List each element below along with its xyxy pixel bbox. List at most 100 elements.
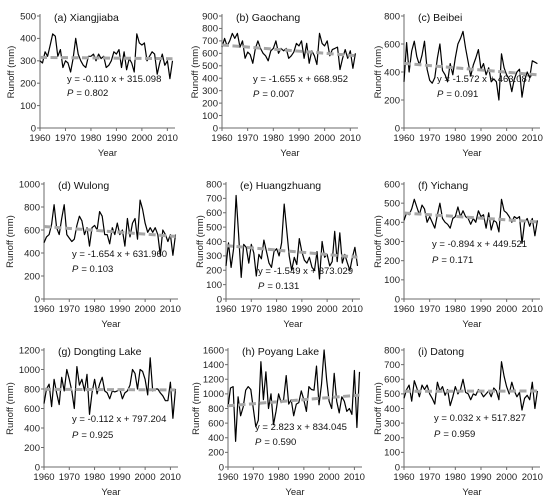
chart-panel-a: 0 100 200 300 400 500 1960 1970 1980 1990 2000 2010… [6, 11, 178, 159]
y-tick-label: 100 [202, 111, 218, 122]
runoff-line [403, 361, 538, 411]
x-tick-label: 1970 [419, 133, 440, 144]
y-tick-label: 0 [219, 462, 224, 473]
y-tick-label: 1000 [19, 365, 40, 376]
y-axis-title: Runoff (mm) [195, 215, 206, 268]
x-tick-label: 1970 [59, 472, 80, 483]
x-tick-label: 2010 [340, 133, 361, 144]
panel-title: (d) Wulong [58, 180, 109, 192]
panel-title: (a) Xiangjiaba [54, 12, 119, 24]
x-axis-title: Year [101, 487, 120, 498]
x-tick-label: 1960 [393, 304, 414, 315]
trend-line [221, 43, 356, 58]
x-tick-label: 1960 [33, 472, 54, 483]
x-tick-label: 1990 [291, 304, 312, 315]
y-tick-label: 600 [384, 39, 400, 50]
panel-title: (f) Yichang [418, 180, 468, 192]
x-tick-label: 1990 [109, 472, 130, 483]
trend-equation: y = -0.112 x + 797.204 [72, 414, 166, 425]
x-tick-label: 1980 [266, 304, 287, 315]
x-tick-label: 1980 [84, 472, 105, 483]
chart-panel-h: 0 200 400 600 800 1000 1200 1400 1600 1960 1970 198… [191, 345, 365, 498]
panel-title: (i) Datong [418, 346, 464, 358]
p-symbol: P [437, 89, 444, 100]
runoff-line [43, 199, 177, 256]
x-tick-label: 1980 [80, 133, 101, 144]
y-tick-label: 800 [24, 202, 40, 213]
p-value: P = 0.590 [255, 437, 296, 448]
y-tick-label: 100 [206, 280, 222, 291]
y-tick-label: 700 [206, 194, 222, 205]
y-tick-label: 100 [384, 275, 400, 286]
x-tick-label: 1990 [288, 133, 309, 144]
trend-equation: y = -0.894 x + 449.521 [432, 239, 527, 250]
x-tick-label: 2000 [496, 472, 517, 483]
x-tick-label: 2010 [160, 472, 181, 483]
y-tick-label: 800 [202, 24, 218, 35]
y-tick-label: 200 [384, 256, 400, 267]
runoff-line [43, 357, 177, 419]
y-tick-label: 100 [20, 101, 36, 112]
p-value-number: = 0.171 [441, 255, 473, 266]
y-axis-title: Runoff (mm) [190, 46, 201, 99]
trend-equation: y = -1.655 x + 668.952 [253, 74, 348, 85]
trend-equation: y = -0.110 x + 315.098 [67, 74, 161, 85]
y-tick-label: 600 [384, 375, 400, 386]
x-tick-label: 1970 [59, 304, 80, 315]
trend-equation: y = -1.654 x + 631.960 [72, 249, 167, 260]
p-symbol: P [72, 264, 79, 275]
runoff-line [221, 32, 356, 71]
x-axis-title: Year [462, 319, 481, 330]
x-tick-label: 1960 [211, 133, 232, 144]
y-axis-title: Runoff (mm) [373, 46, 384, 99]
trend-equation: y = 0.032 x + 517.827 [434, 413, 526, 424]
y-tick-label: 0 [395, 123, 400, 134]
y-tick-label: 400 [206, 237, 222, 248]
x-tick-label: 1990 [293, 472, 314, 483]
y-tick-label: 200 [206, 266, 222, 277]
x-axis-title: Year [280, 148, 299, 159]
trend-line [403, 61, 538, 77]
y-tick-label: 400 [384, 67, 400, 78]
y-tick-label: 0 [31, 123, 36, 134]
p-value-number: = 0.091 [446, 89, 478, 100]
x-tick-label: 1970 [243, 472, 264, 483]
y-tick-label: 600 [202, 49, 218, 60]
y-tick-label: 600 [24, 225, 40, 236]
p-value: P = 0.131 [258, 281, 299, 292]
x-axis-title: Year [98, 148, 117, 159]
y-tick-label: 500 [384, 199, 400, 210]
x-tick-label: 2000 [314, 133, 335, 144]
y-tick-label: 600 [208, 418, 224, 429]
x-axis-title: Year [462, 487, 481, 498]
y-tick-label: 500 [202, 61, 218, 72]
runoff-line [225, 194, 359, 280]
y-axis-title: Runoff (mm) [5, 382, 16, 435]
y-tick-label: 200 [384, 433, 400, 444]
x-tick-label: 1970 [419, 472, 440, 483]
panel-title: (b) Gaochang [236, 12, 300, 24]
x-tick-label: 1990 [470, 133, 491, 144]
p-value: P = 0.925 [72, 430, 113, 441]
y-axis-title: Runoff (mm) [5, 215, 16, 268]
p-symbol: P [255, 437, 262, 448]
y-tick-label: 800 [384, 11, 400, 22]
y-tick-label: 800 [208, 404, 224, 415]
runoff-line [39, 33, 174, 80]
x-tick-label: 2000 [496, 133, 517, 144]
p-symbol: P [432, 255, 439, 266]
y-tick-label: 1400 [203, 360, 224, 371]
trend-line [39, 55, 173, 61]
x-tick-label: 1970 [419, 304, 440, 315]
y-tick-label: 1000 [203, 389, 224, 400]
panel-title: (g) Dongting Lake [58, 346, 142, 358]
y-tick-label: 800 [206, 179, 222, 190]
y-tick-label: 900 [202, 11, 218, 22]
x-tick-label: 1970 [237, 133, 258, 144]
p-value: P = 0.802 [67, 88, 108, 99]
trend-line [225, 244, 358, 259]
y-axis-title: Runoff (mm) [191, 382, 202, 435]
p-symbol: P [434, 429, 441, 440]
